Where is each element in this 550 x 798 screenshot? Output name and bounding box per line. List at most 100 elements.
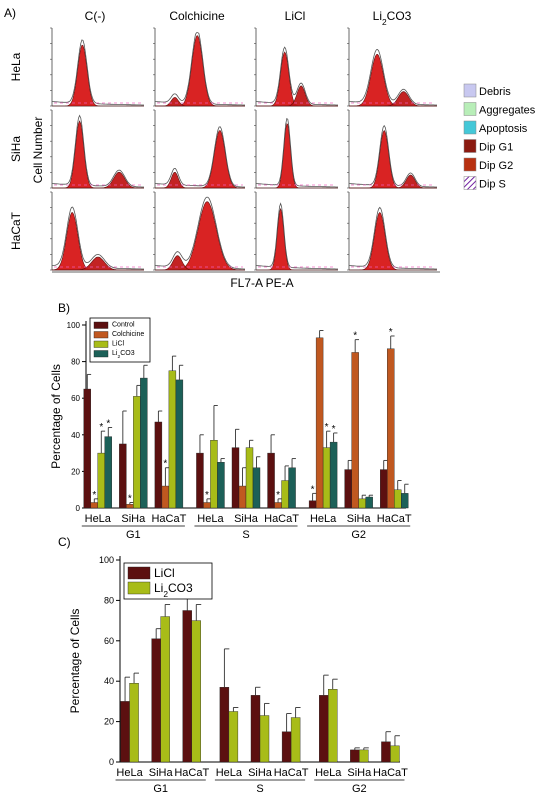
panel-label: B) <box>58 301 70 315</box>
bar <box>90 502 98 509</box>
bar <box>161 485 170 509</box>
legend-swatch <box>127 581 151 595</box>
dip-g2-peak <box>349 174 437 189</box>
panel-c-bar-chart: C) 0 20 40 60 80 100 Percentage of Cells HeLa SiH… <box>58 535 408 795</box>
legend-swatch <box>463 157 477 172</box>
bar <box>97 452 105 509</box>
bar <box>119 443 127 509</box>
bar <box>267 452 275 509</box>
dip-g1-peak <box>155 201 245 271</box>
bar <box>350 749 360 763</box>
histogram-cell <box>50 191 144 271</box>
panel-label: C) <box>58 535 71 549</box>
x-category-label: SiHa <box>234 513 259 525</box>
bar <box>344 469 352 509</box>
dip-g1-peak <box>52 120 144 189</box>
legend-swatch <box>93 331 109 339</box>
column-label: LiCl <box>285 9 306 23</box>
x-category-label: HeLa <box>197 513 224 525</box>
bar <box>228 711 239 763</box>
x-category-label: HeLa <box>315 767 342 779</box>
bar <box>133 396 141 509</box>
bar <box>231 447 240 509</box>
dip-g2-peak <box>256 85 338 107</box>
histogram-cell <box>153 191 245 271</box>
significance-star: * <box>353 331 357 342</box>
bar <box>259 715 270 763</box>
y-tick-label: 60 <box>71 394 80 403</box>
significance-star: * <box>92 490 96 501</box>
histogram-envelope <box>348 124 437 188</box>
dip-g2-peak <box>155 171 245 189</box>
column-label: C(-) <box>85 9 106 23</box>
x-category-label: HeLa <box>216 767 243 779</box>
bar <box>401 493 409 509</box>
bar <box>210 440 218 509</box>
bar <box>274 502 282 509</box>
legend-label: Debris <box>479 86 511 98</box>
legend-label: LiCl <box>112 341 125 348</box>
legend-label: Apoptosis <box>479 123 528 135</box>
y-axis-label: Percentage of Cells <box>68 609 82 714</box>
histogram-envelope <box>51 39 144 106</box>
bar <box>390 745 400 763</box>
bar <box>168 370 177 509</box>
bar <box>83 388 91 509</box>
bar <box>250 695 261 763</box>
bar <box>217 462 225 509</box>
x-category-label: HeLa <box>310 513 337 525</box>
bar <box>365 496 373 509</box>
y-tick-label: 40 <box>104 676 114 686</box>
bar <box>126 504 134 509</box>
histogram-cell <box>347 109 437 189</box>
bar <box>380 469 388 509</box>
bar <box>203 502 211 509</box>
histogram-cell <box>50 27 144 107</box>
bar <box>329 441 338 509</box>
significance-star: * <box>163 459 167 470</box>
bar <box>387 348 395 509</box>
legend-swatch <box>93 340 109 348</box>
bar <box>245 447 254 509</box>
legend-label: Dip S <box>479 179 506 191</box>
column-label: Li2CO3 <box>373 9 412 27</box>
bar <box>182 610 192 763</box>
panel-a-label: A) <box>4 6 16 20</box>
legend-swatch <box>93 321 109 329</box>
column-label: Colchicine <box>169 9 225 23</box>
bar <box>191 620 201 763</box>
x-category-label: SiHa <box>248 767 273 779</box>
histogram-envelope <box>154 126 245 188</box>
histogram-cell <box>153 27 245 107</box>
legend-swatch <box>463 120 477 135</box>
dip-g2-peak <box>52 256 144 271</box>
histogram-envelope <box>255 46 338 106</box>
row-label: SiHa <box>9 136 23 162</box>
histogram-cell <box>347 191 437 271</box>
bar <box>290 717 301 763</box>
bar <box>196 452 204 509</box>
y-tick-label: 0 <box>109 757 114 767</box>
group-label: S <box>256 783 263 795</box>
significance-star: * <box>325 422 329 433</box>
significance-star: * <box>332 424 336 435</box>
dip-g1-peak <box>349 211 437 271</box>
legend-swatch <box>127 566 151 580</box>
legend-swatch <box>463 139 477 153</box>
bar <box>315 337 324 509</box>
legend-label: Dip G1 <box>479 142 513 154</box>
significance-star: * <box>311 484 315 495</box>
legend-swatch <box>463 83 477 98</box>
bar <box>281 731 292 763</box>
histogram-envelope <box>154 196 245 270</box>
dip-g1-peak <box>52 44 144 107</box>
x-category-label: SiHa <box>347 767 372 779</box>
group-label: G1 <box>153 783 168 795</box>
histogram-envelope <box>154 32 245 106</box>
x-category-label: HaCaT <box>264 513 299 525</box>
panel-a-flow-cytometry: A) C(-) Colchicine LiCl Li2CO3 HeLa SiHa HaCaT C… <box>4 6 536 290</box>
dip-g1-peak <box>155 35 245 107</box>
legend-label: Aggregates <box>479 105 536 117</box>
dip-g2-peak <box>349 91 437 107</box>
